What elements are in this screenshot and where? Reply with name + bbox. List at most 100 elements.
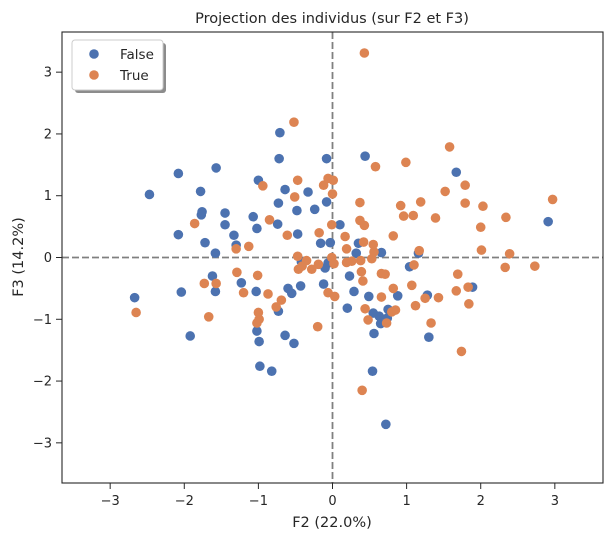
- axis-ticks: −3 −2 −1 0 1 2 3 −3 −2 −1 0 1 2 3: [33, 66, 559, 509]
- y-tick-label: 0: [44, 251, 52, 266]
- data-point: [410, 300, 421, 311]
- x-tick-label: 0: [328, 494, 336, 509]
- data-point: [252, 326, 262, 336]
- data-point: [129, 292, 140, 303]
- data-point: [463, 282, 473, 292]
- data-point: [229, 230, 239, 241]
- y-tick-label: −2: [33, 375, 52, 390]
- data-point: [173, 168, 184, 179]
- data-point: [276, 295, 287, 305]
- data-point: [306, 264, 317, 275]
- data-point: [321, 197, 332, 207]
- data-point: [388, 231, 399, 241]
- data-point: [476, 245, 487, 255]
- data-point: [189, 218, 200, 229]
- data-point: [318, 279, 329, 289]
- legend-marker: [89, 70, 99, 80]
- data-point: [314, 227, 324, 238]
- data-point: [369, 328, 379, 339]
- x-tick-label: −2: [175, 494, 194, 509]
- data-point: [289, 192, 300, 202]
- data-point: [220, 219, 230, 230]
- data-point: [292, 175, 303, 186]
- data-point: [272, 219, 283, 229]
- data-point: [210, 248, 221, 258]
- data-point: [211, 278, 221, 289]
- series-false: [129, 127, 553, 430]
- data-point: [292, 229, 303, 239]
- series-true: [131, 48, 558, 396]
- data-point: [289, 117, 299, 127]
- data-point: [401, 157, 411, 168]
- data-point: [315, 238, 326, 249]
- data-point: [273, 198, 284, 208]
- legend: False True: [71, 39, 166, 93]
- data-point: [210, 286, 221, 297]
- x-tick-label: −1: [249, 494, 268, 509]
- y-tick-label: −1: [33, 313, 52, 328]
- data-point: [460, 198, 470, 208]
- data-point: [173, 229, 184, 240]
- data-point: [395, 200, 406, 211]
- data-point: [238, 287, 249, 298]
- data-point: [504, 248, 515, 259]
- data-point: [329, 258, 339, 269]
- x-axis-label: F2 (22.0%): [292, 515, 372, 531]
- data-point: [200, 237, 210, 248]
- data-point: [426, 318, 436, 328]
- data-point: [376, 247, 387, 258]
- data-point: [374, 311, 384, 321]
- data-point: [543, 216, 553, 227]
- data-point: [356, 266, 367, 277]
- x-tick-label: 2: [477, 494, 485, 509]
- data-point: [295, 281, 306, 291]
- data-point: [255, 361, 265, 372]
- data-point: [197, 206, 207, 217]
- data-point: [313, 259, 324, 270]
- data-point: [398, 211, 409, 221]
- data-point: [321, 153, 332, 164]
- data-point: [258, 181, 268, 191]
- data-point: [207, 271, 218, 281]
- data-point: [292, 205, 302, 216]
- data-point: [340, 231, 350, 242]
- data-point: [360, 303, 370, 314]
- data-point: [341, 244, 352, 254]
- data-point: [388, 283, 399, 294]
- data-point: [301, 255, 312, 266]
- x-tick-label: −3: [101, 494, 120, 509]
- data-point: [368, 239, 379, 250]
- data-point: [232, 267, 242, 278]
- data-point: [236, 278, 247, 288]
- data-point: [275, 127, 285, 138]
- data-point: [420, 293, 430, 304]
- data-point: [475, 222, 486, 233]
- y-tick-label: 1: [44, 189, 52, 204]
- data-point: [369, 247, 379, 257]
- data-point: [231, 244, 241, 254]
- y-axis-label: F3 (14.2%): [11, 217, 27, 297]
- data-point: [547, 194, 558, 205]
- data-point: [252, 270, 263, 281]
- data-point: [433, 292, 444, 303]
- data-point: [248, 211, 259, 222]
- data-point: [318, 180, 329, 191]
- data-point: [252, 223, 262, 234]
- data-point: [349, 286, 359, 297]
- data-point: [530, 261, 540, 271]
- data-point: [390, 305, 401, 315]
- data-point: [220, 208, 230, 218]
- data-point: [359, 220, 370, 231]
- data-point: [358, 276, 368, 286]
- plot-frame: [61, 31, 604, 484]
- data-point: [211, 163, 221, 173]
- data-point: [203, 312, 214, 322]
- data-point: [195, 186, 206, 197]
- chart-title: Projection des individus (sur F2 et F3): [195, 11, 469, 27]
- data-point: [328, 175, 339, 186]
- data-point: [430, 213, 441, 223]
- data-point: [252, 318, 262, 328]
- y-tick-label: 3: [44, 66, 52, 81]
- data-point: [342, 303, 353, 313]
